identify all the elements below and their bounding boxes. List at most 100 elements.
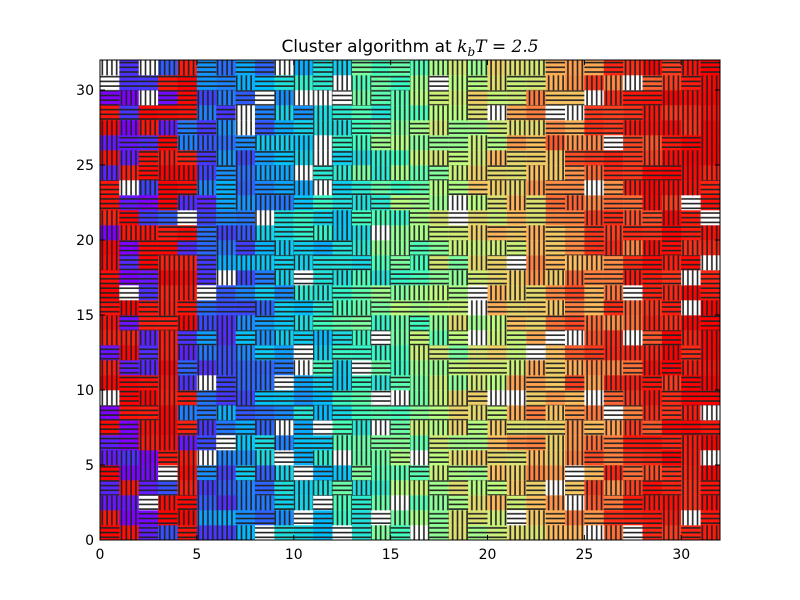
heatmap-cell: [603, 405, 624, 421]
heatmap-cell: [468, 180, 488, 196]
heatmap-cell: [235, 420, 256, 436]
heatmap-cell: [138, 315, 159, 331]
heatmap-cell: [642, 450, 663, 466]
heatmap-cell-hatch: [565, 225, 585, 241]
heatmap-cell-hatch: [293, 225, 314, 241]
heatmap-cell-hatch: [371, 195, 391, 211]
heatmap-cell: [681, 285, 701, 301]
heatmap-cell-hatch: [565, 420, 585, 436]
heatmap-cell-hatch: [565, 450, 585, 466]
heatmap-cell-hatch: [410, 390, 430, 406]
heatmap-cell: [487, 120, 508, 136]
heatmap-cell: [642, 510, 663, 526]
heatmap-cell: [274, 330, 295, 346]
heatmap-cell: [410, 480, 430, 496]
heatmap-cell: [313, 420, 333, 436]
heatmap-cell-hatch: [642, 345, 663, 361]
heatmap-cell: [681, 300, 701, 316]
heatmap-cell-hatch: [177, 300, 198, 316]
heatmap-cell-hatch: [603, 180, 624, 196]
heatmap-cell-hatch: [410, 120, 430, 136]
heatmap-cell: [313, 450, 333, 466]
heatmap-cell: [371, 105, 391, 121]
heatmap-cell-hatch: [410, 195, 430, 211]
heatmap-cell-hatch: [448, 75, 469, 91]
heatmap-cell: [119, 315, 140, 331]
heatmap-cell-hatch: [371, 150, 391, 166]
heatmap-cell: [545, 315, 566, 331]
heatmap-cell: [255, 75, 275, 91]
heatmap-cell: [177, 465, 198, 481]
heatmap-cell-hatch: [700, 300, 720, 316]
heatmap-cell: [584, 60, 605, 76]
heatmap-cell-hatch: [100, 150, 120, 166]
heatmap-cell-hatch: [293, 345, 314, 361]
heatmap-cell-hatch: [313, 255, 333, 271]
heatmap-cell-hatch: [158, 225, 178, 241]
heatmap-cell-hatch: [158, 360, 178, 376]
heatmap-cell-hatch: [448, 90, 469, 106]
heatmap-cell: [487, 420, 508, 436]
heatmap-cell: [332, 450, 353, 466]
heatmap-cell: [177, 60, 198, 76]
heatmap-cell: [235, 120, 256, 136]
heatmap-cell: [603, 330, 624, 346]
heatmap-cell-hatch: [196, 345, 217, 361]
heatmap-cell-hatch: [119, 135, 140, 151]
heatmap-cell: [371, 150, 391, 166]
heatmap-cell: [584, 120, 605, 136]
heatmap-cell: [119, 480, 140, 496]
heatmap-cell: [681, 210, 701, 226]
heatmap-cell: [293, 345, 314, 361]
heatmap-cell: [390, 375, 411, 391]
heatmap-cell: [177, 210, 198, 226]
heatmap-cell-hatch: [119, 150, 140, 166]
heatmap-cell: [158, 480, 178, 496]
heatmap-cell: [216, 120, 236, 136]
heatmap-cell-hatch: [448, 60, 469, 76]
heatmap-cell: [584, 255, 605, 271]
heatmap-cell-hatch: [429, 150, 450, 166]
heatmap-cell: [545, 375, 566, 391]
heatmap-cell: [351, 510, 372, 526]
heatmap-cell: [603, 210, 624, 226]
heatmap-cell-hatch: [448, 300, 469, 316]
heatmap-cell: [623, 480, 643, 496]
heatmap-cell-hatch: [119, 525, 140, 540]
heatmap-cell-hatch: [661, 180, 682, 196]
heatmap-cell-hatch: [661, 420, 682, 436]
heatmap-cell-hatch: [196, 165, 217, 181]
heatmap-cell: [623, 330, 643, 346]
heatmap-cell: [429, 120, 450, 136]
heatmap-cell: [545, 135, 566, 151]
heatmap-cell-hatch: [196, 60, 217, 76]
heatmap-cell: [487, 165, 508, 181]
heatmap-cell-hatch: [545, 330, 566, 346]
heatmap-cell-hatch: [196, 435, 217, 451]
heatmap-cell-hatch: [506, 510, 527, 526]
heatmap-cell: [371, 360, 391, 376]
heatmap-cell-hatch: [216, 75, 236, 91]
heatmap-cell-hatch: [410, 480, 430, 496]
heatmap-cell: [448, 225, 469, 241]
heatmap-cell-hatch: [545, 75, 566, 91]
heatmap-cell: [332, 180, 353, 196]
heatmap-cell-hatch: [448, 435, 469, 451]
heatmap-cell-hatch: [332, 255, 353, 271]
heatmap-cell: [584, 450, 605, 466]
heatmap-cell: [332, 225, 353, 241]
heatmap-cell-hatch: [681, 330, 701, 346]
heatmap-cell: [119, 345, 140, 361]
heatmap-cell: [448, 135, 469, 151]
heatmap-cell-hatch: [216, 465, 236, 481]
heatmap-cell-hatch: [429, 270, 450, 286]
heatmap-cell: [623, 360, 643, 376]
heatmap-cell-hatch: [235, 180, 256, 196]
heatmap-cell-hatch: [565, 75, 585, 91]
heatmap-cell-hatch: [506, 240, 527, 256]
heatmap-cell-hatch: [642, 360, 663, 376]
heatmap-cell-hatch: [216, 225, 236, 241]
heatmap-cell: [410, 360, 430, 376]
heatmap-cell: [313, 375, 333, 391]
heatmap-cell: [293, 420, 314, 436]
